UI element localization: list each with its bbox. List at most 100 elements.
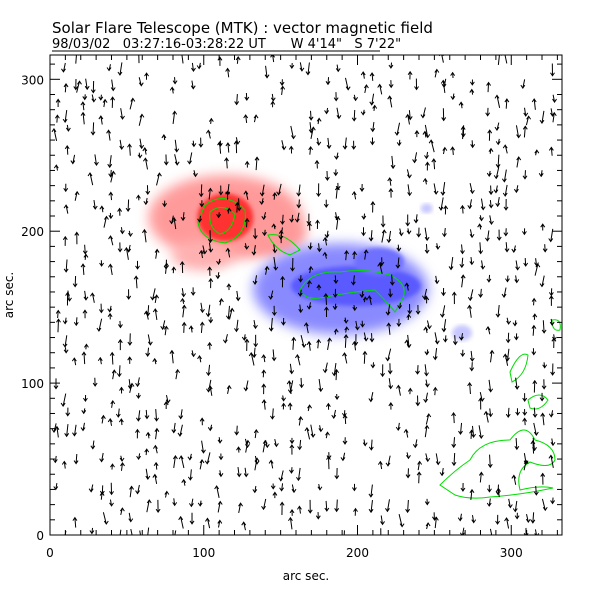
field-vector [541,379,547,390]
field-vector [368,230,374,242]
field-vector [390,155,396,170]
field-vector [189,512,195,525]
field-vector [156,172,162,186]
field-vector [150,288,156,301]
field-vector [389,274,395,286]
field-vector [109,499,114,507]
field-vector [127,356,133,364]
field-vector [119,455,125,462]
field-vector [370,201,376,213]
field-vector [172,77,178,85]
field-vector [407,303,413,315]
field-vector [522,170,528,180]
field-vector [351,109,357,122]
field-vector [137,152,143,159]
field-vector [143,310,149,320]
negative-speck [452,324,473,341]
field-vector [305,62,311,76]
field-vector [434,332,440,345]
field-vector [206,379,212,393]
field-vector [424,349,430,356]
field-vector [433,183,439,195]
field-vector [264,65,270,79]
field-vector [406,313,412,321]
field-vector [107,305,113,313]
field-vector [90,292,95,303]
field-vector [97,356,103,365]
field-vector [71,357,77,366]
field-vector [261,399,267,410]
field-vector [488,200,494,209]
field-vector [387,95,393,108]
field-vector [326,455,331,470]
field-vector [80,422,86,432]
field-vector [342,137,348,150]
x-tick-label: 100 [192,546,215,560]
field-vector [181,55,184,64]
field-vector [316,117,322,125]
field-vector [279,501,285,515]
field-vector [280,317,286,326]
field-vector [133,275,139,289]
field-vector [264,265,270,275]
field-vector [252,485,258,494]
field-vector [324,500,330,512]
field-vector [289,214,295,223]
field-vector [235,290,241,302]
field-vector [451,411,456,424]
field-vector [380,515,385,526]
x-tick-label: 0 [46,546,54,560]
field-vector [360,109,366,116]
field-vector [129,97,136,110]
field-vector [459,257,465,269]
field-vector [261,354,267,363]
field-vector [380,528,382,535]
field-vector [542,362,548,369]
field-vector [92,199,98,210]
field-vector [144,409,150,420]
field-vector [207,385,213,396]
field-vector [494,94,501,108]
field-vector [350,275,356,286]
field-vector [458,333,464,341]
field-vector [261,212,267,221]
field-vector [335,64,341,73]
field-vector [501,287,507,298]
field-vector [369,93,375,106]
field-vector [315,512,321,520]
field-vector [489,349,495,363]
field-vector [243,190,249,200]
field-vector [63,204,69,214]
field-vector [308,110,314,121]
field-vector [471,515,477,524]
field-vector [51,127,58,141]
field-vector [532,313,538,320]
field-vector [199,417,205,426]
field-vector [503,228,509,237]
field-vector [135,194,141,201]
field-vector [253,334,259,348]
field-vector [370,137,375,146]
field-vector [307,222,312,231]
field-vector [307,242,313,250]
field-vector [385,499,390,513]
field-vector [119,507,125,515]
field-vector [370,362,376,369]
field-vector [343,530,345,535]
field-vector [486,81,491,93]
field-vector [377,83,383,95]
field-vector [53,164,59,171]
field-vector [460,204,465,214]
field-vector [236,466,242,478]
field-vector [502,144,508,154]
field-vector [290,125,296,140]
field-vector [153,461,159,470]
field-vector [138,77,144,87]
plot-area [51,55,561,535]
field-vector [404,339,410,348]
field-vector [442,146,448,155]
field-vector [65,124,71,132]
field-vector [145,468,151,480]
y-tick-label: 300 [21,73,44,87]
field-vector [380,215,386,228]
